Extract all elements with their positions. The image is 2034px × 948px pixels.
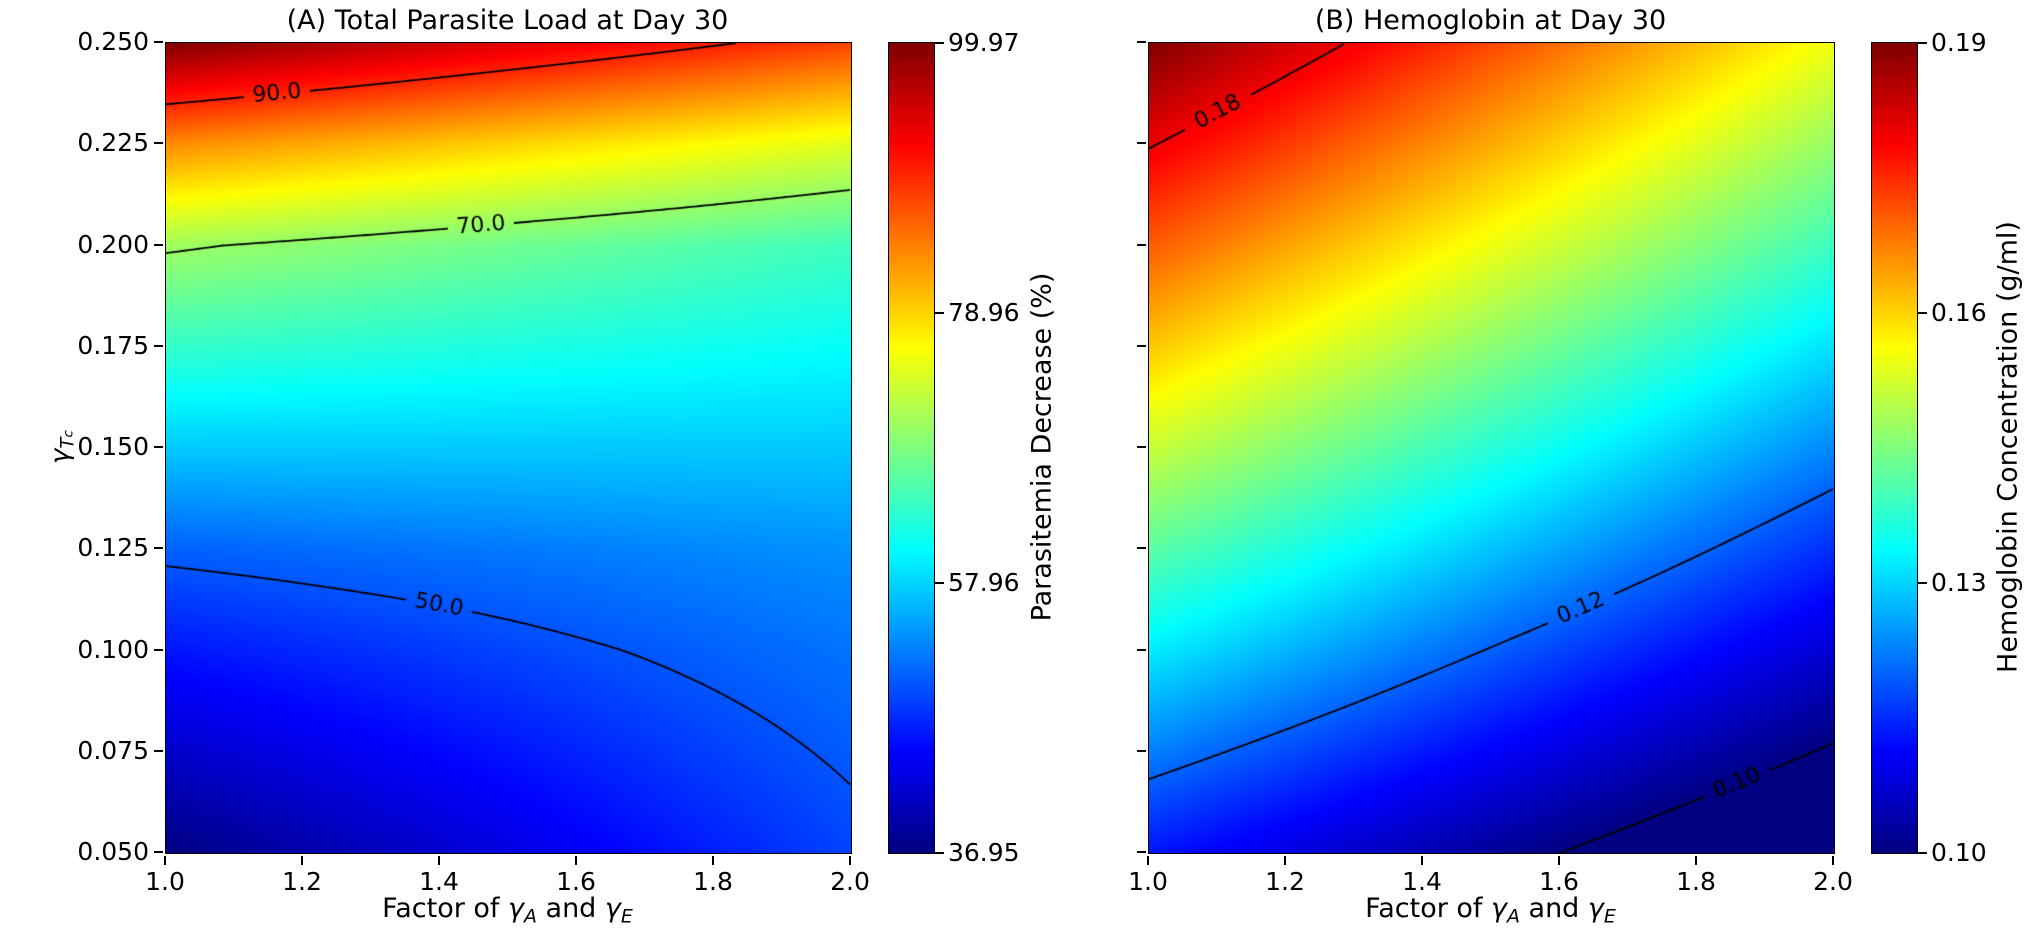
panel-b-colorbar-tick-mark: [1918, 582, 1927, 584]
panel-a-y-tick-mark: [154, 749, 163, 752]
panel-a-y-tick-label: 0.225: [77, 128, 149, 158]
xlabel-pre: Factor of: [382, 893, 509, 924]
xlabel-gamma-a: γ: [508, 893, 524, 924]
panel-b-x-tick-mark: [1832, 856, 1834, 865]
panel-b-x-tick-label: 2.0: [1813, 867, 1853, 896]
panel-b-x-tick-label: 1.8: [1676, 867, 1716, 896]
xlabel-mid: and: [1519, 893, 1588, 924]
panel-b-x-tick-mark: [1284, 856, 1286, 865]
xlabel-sub-a: A: [1507, 905, 1520, 928]
panel-a-colorbar-tick-mark: [935, 312, 944, 315]
panel-a-plot-area: [165, 42, 852, 854]
panel-b-colorbar-tick-label: 0.13: [1931, 568, 1987, 597]
panel-a-colorbar-tick-mark: [935, 852, 944, 854]
panel-a-colorbar-tick-label: 57.96: [948, 567, 1020, 597]
panel-b-colorbar-tick-label: 0.16: [1931, 298, 1987, 327]
panel-a-colorbar: [888, 42, 935, 854]
panel-a-x-tick-mark: [849, 856, 851, 865]
panel-b-y-tick-mark: [1137, 851, 1146, 853]
panel-a-xlabel: Factor of γA and γE: [165, 893, 850, 933]
panel-b-y-tick-mark: [1137, 749, 1146, 752]
xlabel-sub-e: E: [1603, 905, 1616, 928]
panel-a-x-tick-label: 1.6: [556, 867, 596, 896]
panel-a-x-tick-label: 1.4: [419, 867, 459, 896]
panel-a-y-tick-label: 0.100: [77, 634, 149, 664]
panel-b-title: (B) Hemoglobin at Day 30: [1314, 5, 1667, 36]
panel-b-y-tick-mark: [1137, 243, 1146, 246]
panel-a-y-tick-mark: [154, 41, 163, 43]
panel-b-x-tick-label: 1.6: [1539, 867, 1579, 896]
panel-b-colorbar-tick-mark: [1918, 312, 1927, 314]
panel-a-title: (A) Total Parasite Load at Day 30: [286, 5, 729, 36]
panel-a-y-tick-label: 0.250: [77, 27, 149, 56]
panel-a-y-tick-label: 0.050: [77, 837, 149, 866]
panel-b-y-tick-mark: [1137, 344, 1146, 347]
xlabel-gamma-e: γ: [604, 893, 621, 924]
panel-a-x-tick-label: 2.0: [830, 867, 870, 896]
panel-b-y-tick-mark: [1137, 547, 1146, 550]
panel-a-y-tick-mark: [154, 142, 163, 145]
panel-b-heatmap-canvas: [1149, 43, 1834, 853]
panel-a-y-tick-mark: [154, 243, 163, 246]
panel-b-colorbar-tick-label: 0.10: [1931, 838, 1987, 867]
panel-a-y-tick-label: 0.075: [77, 735, 149, 765]
panel-a-y-tick-mark: [154, 344, 163, 347]
panel-a-colorbar-label: Parasitemia Decrease (%): [1026, 272, 1058, 622]
panel-b-plot-area: [1148, 42, 1835, 854]
panel-b-colorbar-label: Hemoglobin Concentration (g/ml): [1992, 221, 2024, 673]
panel-a-x-tick-label: 1.2: [282, 867, 322, 896]
panel-b-x-tick-mark: [1558, 856, 1560, 865]
xlabel-gamma-e: γ: [1587, 893, 1604, 924]
panel-a-colorbar-tick-label: 99.97: [948, 28, 1020, 57]
xlabel-mid: and: [536, 893, 605, 924]
panel-b-y-tick-mark: [1137, 446, 1146, 448]
panel-a-heatmap-canvas: [166, 43, 851, 853]
panel-a-colorbar-tick-label: 78.96: [948, 298, 1020, 328]
panel-a-y-tick-label: 0.125: [77, 533, 149, 563]
panel-b-x-tick-label: 1.2: [1265, 867, 1305, 896]
panel-b-xlabel: Factor of γA and γE: [1148, 893, 1833, 933]
panel-a-y-tick-label: 0.175: [77, 330, 149, 360]
panel-b-y-tick-mark: [1137, 41, 1146, 43]
panel-b-y-tick-mark: [1137, 142, 1146, 145]
panel-a-y-tick-mark: [154, 446, 163, 448]
xlabel-sub-e: E: [620, 905, 633, 928]
panel-a-y-tick-mark: [154, 547, 163, 550]
panel-a-y-tick-label: 0.150: [77, 432, 149, 461]
panel-a-y-tick-mark: [154, 851, 163, 853]
panel-a-x-tick-mark: [301, 856, 303, 865]
panel-b-x-tick-label: 1.4: [1402, 867, 1442, 896]
xlabel-gamma-a: γ: [1491, 893, 1507, 924]
panel-b-x-tick-label: 1.0: [1128, 867, 1168, 896]
panel-a-x-tick-mark: [164, 856, 166, 865]
xlabel-sub-a: A: [524, 905, 537, 928]
panel-b-colorbar-tick-mark: [1918, 42, 1927, 44]
panel-a-colorbar-tick-label: 36.95: [948, 838, 1020, 867]
panel-a-x-tick-label: 1.0: [145, 867, 185, 896]
panel-b-colorbar: [1871, 42, 1918, 854]
panel-b-colorbar-tick-mark: [1918, 852, 1927, 854]
panel-b-colorbar-tick-label: 0.19: [1931, 28, 1987, 57]
xlabel-pre: Factor of: [1365, 893, 1492, 924]
panel-a-x-tick-mark: [575, 856, 577, 865]
panel-a-x-tick-mark: [712, 856, 714, 865]
panel-a-colorbar-tick-mark: [935, 42, 944, 44]
panel-b-x-tick-mark: [1421, 856, 1423, 865]
panel-a-colorbar-tick-mark: [935, 581, 944, 584]
panel-a-x-tick-label: 1.8: [693, 867, 733, 896]
panel-b-x-tick-mark: [1147, 856, 1149, 865]
panel-a-y-tick-mark: [154, 648, 163, 651]
panel-a-x-tick-mark: [438, 856, 440, 865]
panel-b-colorbar-canvas: [1872, 43, 1917, 853]
panel-a-y-tick-label: 0.200: [77, 229, 149, 259]
panel-b-y-tick-mark: [1137, 648, 1146, 651]
panel-a-colorbar-canvas: [889, 43, 934, 853]
panel-b-x-tick-mark: [1695, 856, 1697, 865]
